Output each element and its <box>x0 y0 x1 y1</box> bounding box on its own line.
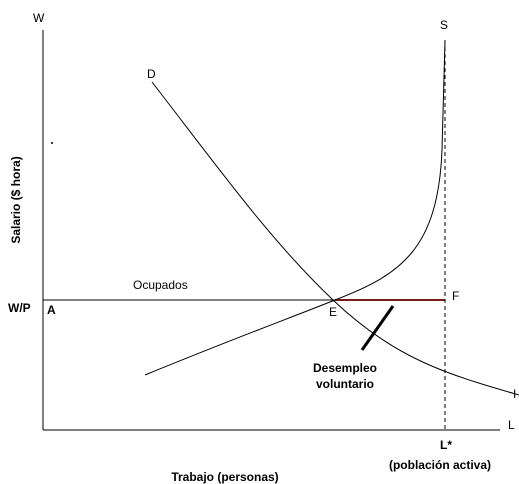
employed-label: Ocupados <box>133 278 188 292</box>
pointer <box>360 305 395 351</box>
l-star-note: (población activa) <box>389 458 491 472</box>
unemployment-label: voluntario <box>316 377 374 391</box>
supply-curve <box>144 39 446 376</box>
e-label: E <box>329 305 337 319</box>
y-name: W <box>33 11 45 25</box>
f-label: F <box>452 289 459 303</box>
a-label: A <box>47 303 56 317</box>
d-end-label: I <box>513 387 516 401</box>
d-label: D <box>147 67 156 81</box>
y-label: Salario ($ hora) <box>9 156 23 243</box>
s-label: S <box>440 18 448 32</box>
x-name: L <box>508 418 515 432</box>
dot <box>51 142 53 144</box>
demand-curve <box>151 81 519 396</box>
unemployment-label: Desempleo <box>313 361 377 375</box>
l-star-label: L* <box>440 438 452 452</box>
x-label: Trabajo (personas) <box>171 470 278 484</box>
wage-label: W/P <box>8 301 31 315</box>
